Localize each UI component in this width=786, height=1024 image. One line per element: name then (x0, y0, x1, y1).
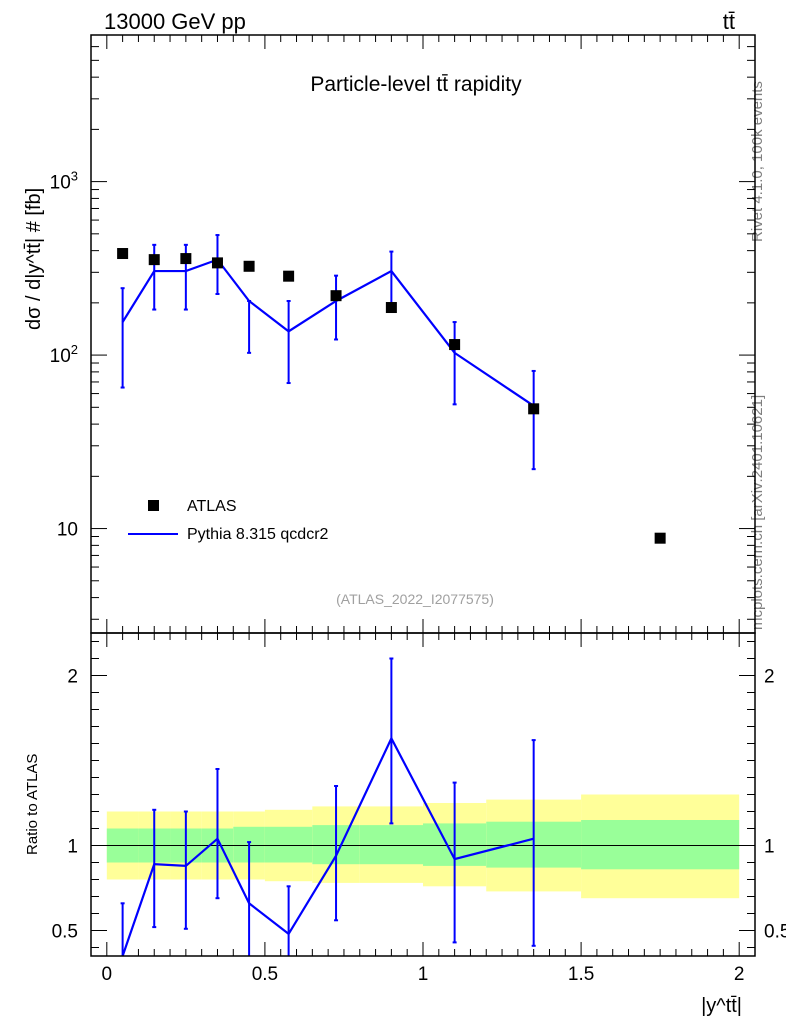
ratio-uncertainty-bands (106, 794, 740, 899)
atlas-data-point (243, 260, 255, 272)
stat-uncertainty-band (581, 820, 740, 870)
analysis-label: (ATLAS_2022_I2077575) (336, 591, 494, 607)
ratio-y-tick-label-left: 1 (67, 837, 78, 858)
x-tick-label: 2 (734, 964, 745, 985)
ratio-y-tick-label-left: 2 (67, 667, 78, 688)
stat-uncertainty-band (264, 826, 313, 863)
main-y-tick-label: 10 (57, 520, 78, 541)
rivet-version-label: Rivet 4.1.0, 100k events (749, 81, 766, 242)
ratio-panel-frame (90, 632, 756, 957)
atlas-data-point (283, 270, 295, 282)
main-y-tick-label: 102 (50, 342, 78, 367)
atlas-data-point (654, 532, 666, 544)
atlas-data-point (385, 302, 397, 314)
ratio-y-tick-label-right: 2 (764, 667, 775, 688)
stat-uncertainty-band (359, 825, 423, 865)
ratio-axis-ticks: 0.5 0.5 1 1 2 2 0 0.5 1 1.5 2 (52, 633, 786, 985)
x-tick-label: 0 (102, 964, 113, 985)
x-tick-label: 0.5 (252, 964, 278, 985)
ratio-y-tick-label-right: 1 (764, 837, 775, 858)
legend-pythia-label: Pythia 8.315 qcdcr2 (187, 526, 329, 543)
atlas-data-point (117, 248, 129, 260)
main-title: Particle-level tt̄ rapidity (310, 73, 522, 96)
atlas-data-point (148, 254, 160, 266)
main-y-tick-label: 103 (50, 169, 78, 194)
atlas-data-point (330, 290, 342, 302)
legend: ATLAS Pythia 8.315 qcdcr2 (128, 498, 329, 543)
x-tick-label: 1 (418, 964, 429, 985)
atlas-data-point (528, 403, 540, 415)
ratio-y-tick-label-left: 0.5 (52, 922, 78, 943)
mcplots-label: mcplots.cern.ch [arXiv:2401.10621] (749, 395, 766, 630)
atlas-data-point (211, 257, 223, 269)
atlas-data-point (449, 339, 461, 351)
ratio-y-axis-label: Ratio to ATLAS (24, 754, 41, 855)
energy-label: 13000 GeV pp (104, 9, 246, 34)
legend-atlas-marker (148, 500, 159, 511)
pythia-series-line (121, 258, 535, 407)
x-axis-label: |y^tt̄| (701, 995, 742, 1017)
main-axis-ticks: 10 102 103 (50, 34, 755, 633)
ratio-y-tick-label-right: 0.5 (764, 922, 786, 943)
ratio-series-line (121, 735, 534, 957)
x-tick-label: 1.5 (568, 964, 594, 985)
main-y-axis-label: dσ / d|y^tt̄| # [fb] (23, 188, 45, 330)
atlas-data-point (180, 253, 192, 265)
legend-atlas-label: ATLAS (187, 498, 237, 515)
process-label: tt̄ (723, 9, 735, 34)
